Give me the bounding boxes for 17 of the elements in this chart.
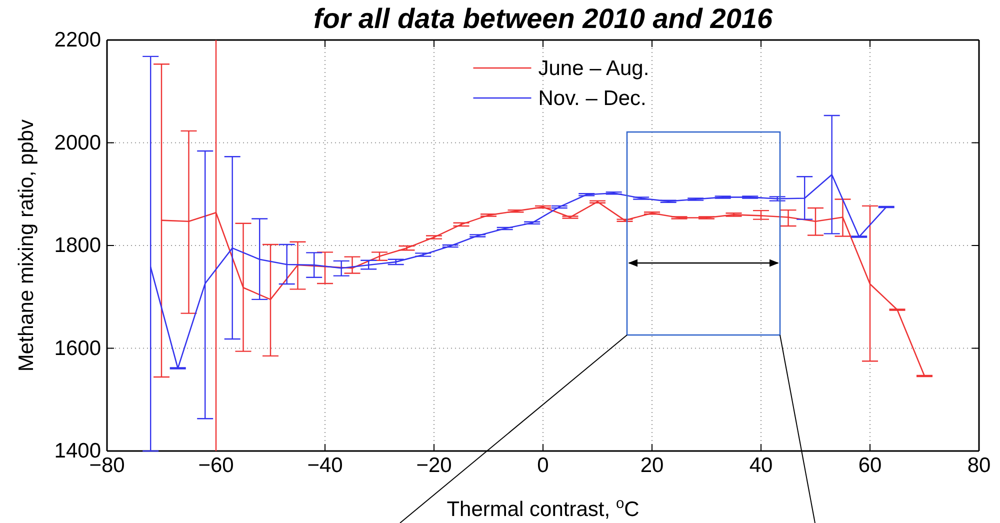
- legend-label: Nov. – Dec.: [538, 87, 646, 110]
- x-tick-label: −20: [416, 454, 452, 477]
- y-axis-title: Methane mixing ratio, ppbv: [15, 118, 38, 372]
- legend-label: June – Aug.: [538, 57, 650, 80]
- x-tick-label: 40: [749, 454, 773, 477]
- y-tick-label: 2200: [54, 28, 101, 52]
- chart-title: for all data between 2010 and 2016: [313, 3, 773, 34]
- x-tick-label: 0: [537, 454, 549, 477]
- x-tick-label: −60: [198, 454, 234, 477]
- x-tick-label: 20: [640, 454, 664, 477]
- x-axis-title: Thermal contrast, $^{o}$C: [446, 496, 640, 521]
- x-tick-label: −40: [307, 454, 343, 477]
- y-tick-label: 2000: [54, 131, 101, 154]
- x-tick-label: 60: [858, 454, 882, 477]
- x-tick-label: 80: [967, 454, 991, 477]
- y-tick-label: 1600: [54, 336, 101, 360]
- y-tick-label: 1800: [54, 234, 101, 258]
